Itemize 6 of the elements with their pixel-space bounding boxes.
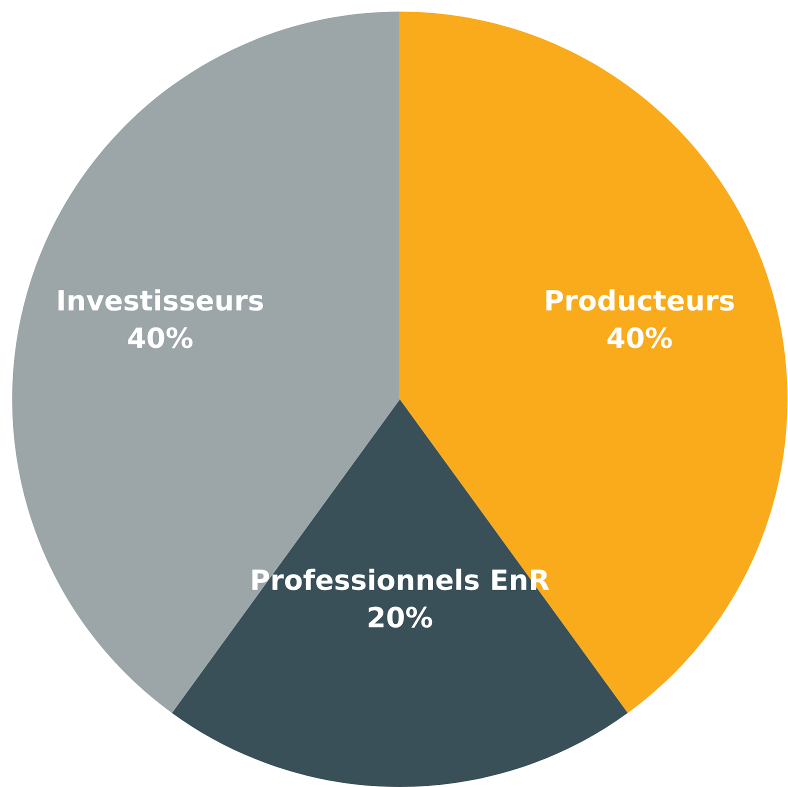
pie-slice — [172, 399, 628, 787]
slice-label: Investisseurs — [58, 289, 263, 311]
data-label: 40% — [607, 327, 672, 348]
data-label: 20% — [368, 606, 432, 628]
slice-label: Producteurs — [546, 289, 734, 311]
data-label: 40% — [128, 327, 193, 348]
